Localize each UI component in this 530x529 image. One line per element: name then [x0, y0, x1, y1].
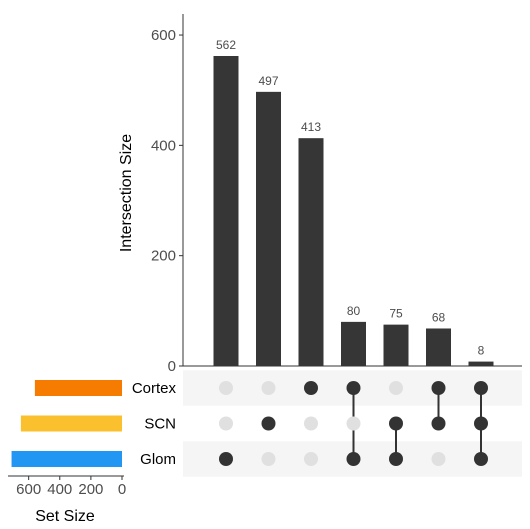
- matrix-dot-active: [219, 452, 233, 466]
- intersection-bar: [256, 91, 281, 366]
- y-tick-label: 0: [168, 358, 176, 375]
- intersection-matrix: [219, 381, 488, 466]
- matrix-dot-active: [389, 452, 403, 466]
- matrix-dot-active: [261, 416, 276, 431]
- intersection-bar: [341, 321, 366, 366]
- matrix-dot-inactive: [304, 452, 318, 466]
- matrix-dot-inactive: [431, 452, 446, 466]
- set-name-label: Cortex: [132, 380, 177, 397]
- set-size-tick-label: 200: [78, 481, 103, 498]
- intersection-bar: [383, 324, 409, 366]
- intersection-bars: 562 497 413 80 75 68 8: [213, 38, 494, 366]
- bar-value-label: 562: [216, 38, 236, 52]
- y-axis-title: Intersection Size: [118, 134, 135, 252]
- set-size-tick-label: 0: [118, 481, 126, 498]
- intersection-bar: [426, 328, 451, 366]
- matrix-dot-inactive: [389, 381, 403, 395]
- y-tick-label: 200: [151, 248, 176, 265]
- y-tick-label: 400: [151, 137, 176, 154]
- matrix-dot-inactive: [304, 416, 318, 431]
- bar-value-label: 413: [301, 120, 321, 134]
- set-name-label: Glom: [140, 451, 176, 468]
- matrix-dot-active: [389, 416, 403, 431]
- intersection-bar: [468, 361, 494, 366]
- matrix-dot-inactive: [261, 381, 276, 395]
- matrix-dot-inactive: [219, 381, 233, 395]
- y-tick-label: 600: [151, 27, 176, 44]
- set-size-bar: [20, 415, 123, 432]
- set-name-label: SCN: [144, 416, 176, 433]
- matrix-dot-active: [474, 381, 488, 395]
- matrix-dot-active: [346, 381, 361, 395]
- set-size-tick-label: 400: [47, 481, 72, 498]
- matrix-dot-active: [431, 416, 446, 431]
- bar-value-label: 75: [389, 307, 403, 321]
- intersection-size-axis: 0 200 400 600: [151, 14, 522, 375]
- matrix-dot-active: [431, 381, 446, 395]
- bar-value-label: 497: [258, 74, 278, 88]
- set-size-axis-title: Set Size: [35, 508, 95, 525]
- matrix-dot-inactive: [261, 452, 276, 466]
- matrix-dot-inactive: [346, 416, 361, 431]
- intersection-bar: [298, 138, 324, 366]
- bar-value-label: 68: [432, 310, 446, 324]
- matrix-dot-active: [304, 381, 318, 395]
- matrix-dot-active: [346, 452, 361, 466]
- intersection-bar: [213, 55, 239, 366]
- matrix-dot-active: [474, 452, 488, 466]
- set-size-bar: [11, 451, 122, 467]
- set-size-bars: Cortex SCN Glom 600 400 200 0: [8, 380, 176, 498]
- matrix-dot-inactive: [219, 416, 233, 431]
- set-size-tick-label: 600: [16, 481, 41, 498]
- bar-value-label: 8: [478, 344, 485, 358]
- bar-value-label: 80: [347, 304, 361, 318]
- matrix-dot-active: [474, 416, 488, 431]
- set-size-bar: [34, 380, 123, 396]
